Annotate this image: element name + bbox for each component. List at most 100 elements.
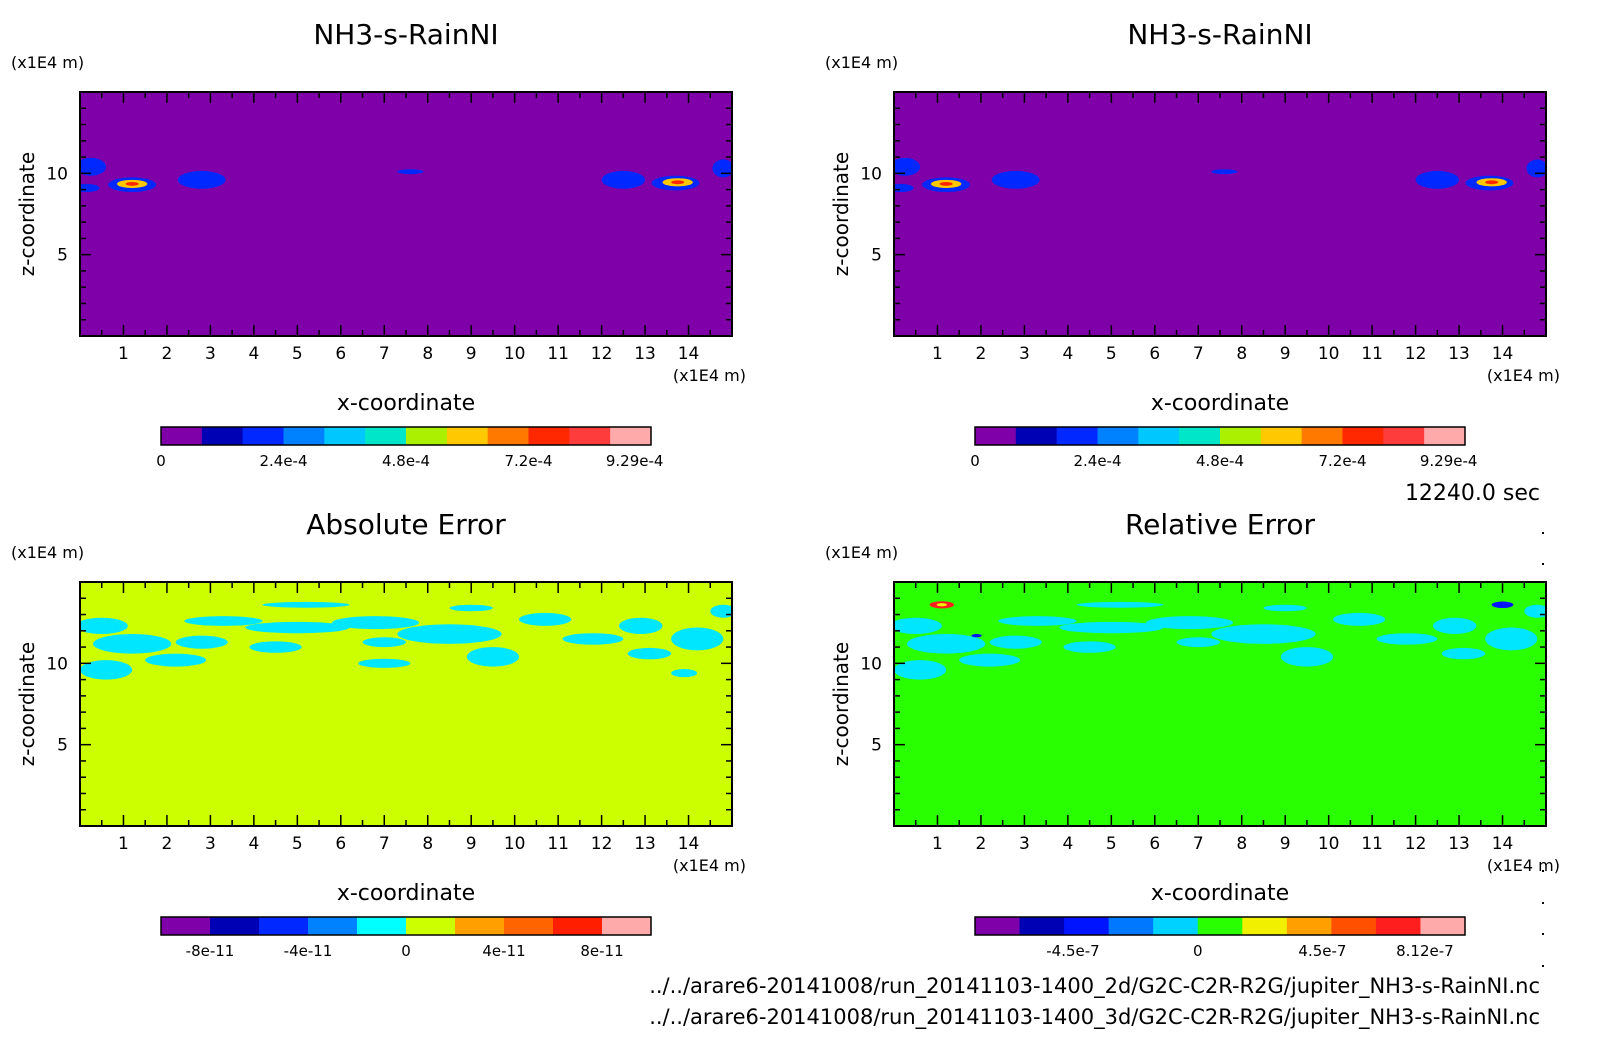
contour-region — [998, 616, 1077, 626]
colorbar-label: -8e-11 — [186, 942, 235, 960]
colorbar-segment — [553, 917, 603, 935]
colorbar-segment — [487, 427, 529, 445]
contour-region — [1263, 604, 1307, 612]
colorbar-label: 4.8e-4 — [382, 452, 430, 470]
contour-region — [991, 170, 1040, 189]
contour-region — [1176, 637, 1221, 648]
x-tick-label: 4 — [1062, 834, 1073, 854]
contour-region — [249, 641, 302, 653]
contour-region — [959, 653, 1021, 667]
colorbar-segment — [1342, 427, 1384, 445]
contour-region — [671, 627, 724, 651]
y-axis-title: z-coordinate — [15, 642, 39, 766]
x-tick-label: 14 — [1492, 344, 1514, 364]
colorbar-segment — [1108, 917, 1154, 935]
colorbar-label: 0 — [401, 942, 411, 960]
x-tick-label: 5 — [292, 834, 303, 854]
chart-title: NH3-s-RainNI — [1127, 18, 1312, 51]
colorbar-segment — [1056, 427, 1098, 445]
colorbar-segment — [528, 427, 570, 445]
contour-region — [1441, 647, 1486, 660]
contour-region — [1211, 624, 1316, 644]
colorbar-segment — [406, 917, 456, 935]
x-tick-label: 11 — [1361, 344, 1383, 364]
contour-region — [245, 621, 350, 634]
x-tick-label: 12 — [591, 344, 613, 364]
colorbar-segment — [161, 427, 203, 445]
colorbar-segment — [1242, 917, 1288, 935]
colorbar-segment — [1420, 917, 1466, 935]
colorbar-frame — [160, 916, 652, 936]
chart-panel-panel-2d: NH3-s-RainNI(x1E4 m)1 2 3 4 5 6 7 8 9 10 11 12 13 145… — [11, 18, 746, 470]
colorbar-label: 0 — [156, 452, 166, 470]
contour-region — [671, 669, 698, 678]
colorbar-segment — [1260, 427, 1303, 445]
y-axis-unit: (x1E4 m) — [11, 543, 84, 562]
contour-region — [989, 635, 1042, 649]
colorbar-segment — [1179, 427, 1221, 445]
colorbar-segment — [406, 427, 448, 445]
colorbar-label: -4.5e-7 — [1046, 942, 1099, 960]
contour-region — [1485, 180, 1499, 185]
colorbar-segment — [455, 917, 505, 935]
x-tick-label: 2 — [976, 344, 987, 364]
colorbar-segment — [1220, 427, 1262, 445]
colorbar-segment — [1331, 917, 1377, 935]
x-axis-title: x-coordinate — [337, 391, 475, 416]
x-tick-label: 10 — [504, 834, 526, 854]
x-tick-label: 3 — [1019, 344, 1030, 364]
edge-dots — [1542, 532, 1544, 967]
colorbar-label: 8e-11 — [580, 942, 623, 960]
colorbar-frame — [974, 426, 1466, 446]
colorbar-segment — [357, 917, 407, 935]
contour-region — [175, 635, 228, 649]
colorbar-label: 0 — [1193, 942, 1203, 960]
x-axis-unit: (x1E4 m) — [673, 366, 746, 385]
x-tick-label: 5 — [1106, 834, 1117, 854]
source-file-3d: ../../arare6-20141008/run_20141103-1400_… — [649, 1005, 1540, 1030]
x-tick-label: 2 — [976, 834, 987, 854]
x-tick-label: 2 — [162, 344, 173, 364]
x-tick-label: 1 — [118, 834, 129, 854]
contour-region — [712, 159, 732, 178]
x-tick-label: 13 — [634, 834, 656, 854]
colorbar-label: 9.29e-4 — [1420, 452, 1478, 470]
colorbar-label: 8.12e-7 — [1396, 942, 1454, 960]
contour-region — [1333, 612, 1386, 626]
colorbar-segment — [1138, 427, 1180, 445]
colorbar-label: -4e-11 — [284, 942, 333, 960]
contour-region — [145, 653, 207, 667]
colorbar-frame — [974, 916, 1466, 936]
x-tick-label: 9 — [466, 834, 477, 854]
x-tick-label: 5 — [1106, 344, 1117, 364]
x-tick-label: 7 — [379, 344, 390, 364]
contour-region — [358, 658, 411, 668]
y-tick-label: 10 — [860, 654, 882, 674]
x-tick-label: 6 — [335, 834, 346, 854]
x-tick-label: 6 — [1149, 344, 1160, 364]
contour-region — [397, 169, 424, 175]
contour-region — [894, 617, 942, 635]
contour-field — [894, 601, 1546, 680]
x-tick-label: 4 — [248, 834, 259, 854]
contour-region — [332, 616, 420, 630]
colorbar-label: 2.4e-4 — [1073, 452, 1121, 470]
contour-region — [1146, 616, 1234, 630]
x-tick-label: 10 — [1318, 344, 1340, 364]
x-tick-label: 14 — [1492, 834, 1514, 854]
x-tick-label: 11 — [1361, 834, 1383, 854]
y-axis-title: z-coordinate — [829, 152, 853, 276]
x-axis-unit: (x1E4 m) — [1487, 856, 1560, 875]
source-file-2d: ../../arare6-20141008/run_20141103-1400_… — [649, 974, 1540, 999]
colorbar-segment — [1197, 917, 1243, 935]
contour-region — [1059, 621, 1164, 634]
colorbar-segment — [975, 427, 1017, 445]
colorbar-segment — [975, 917, 1021, 935]
contour-region — [80, 617, 128, 635]
y-tick-label: 10 — [860, 164, 882, 184]
colorbar-segment — [1019, 917, 1065, 935]
colorbar-segment — [602, 917, 652, 935]
contour-region — [184, 616, 263, 626]
colorbar-segment — [308, 917, 358, 935]
colorbar-segment — [569, 427, 611, 445]
